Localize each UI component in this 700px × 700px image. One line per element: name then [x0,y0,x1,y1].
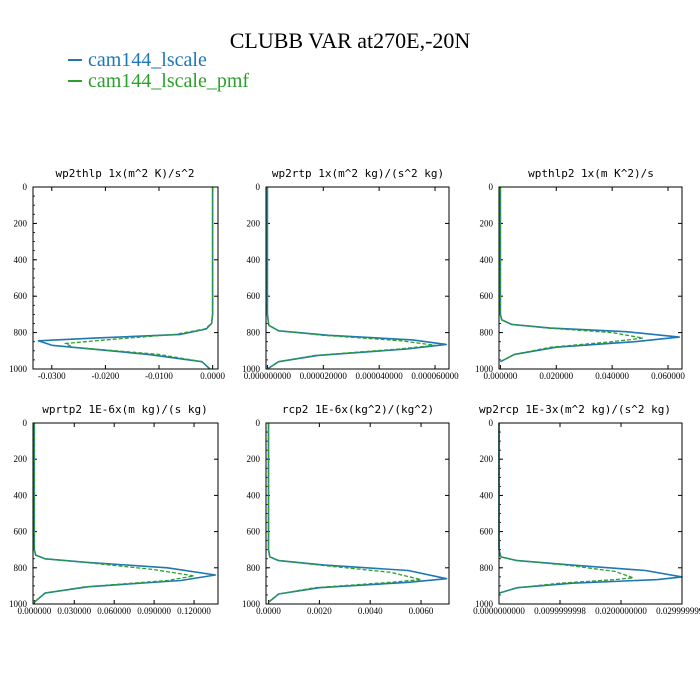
panel-5-ytick-label-1: 200 [247,454,261,464]
panel-4-ytick-label-2: 400 [14,490,28,500]
panel-3-xtick-label-0: 0.000000 [484,371,518,381]
panel-4-frame [32,422,219,605]
panel-6-ytick-label-4: 800 [480,563,494,573]
panel-3-ytick-label-0: 0 [489,182,494,192]
panel-1-ytick-label-0: 0 [23,182,28,192]
panel-3-series-lscale [499,187,681,363]
panel-2-series-lscale [266,187,448,370]
panel-5-ytick-label-5: 1000 [242,599,261,609]
figure-title: CLUBB VAR at270E,-20N [229,28,471,53]
panel-3-ytick-label-3: 600 [480,291,494,301]
panel-4-xtick-label-2: 0.060000 [97,606,131,616]
legend-item-lscale: cam144_lscale [68,50,249,71]
panel-3-xtick-label-2: 0.040000 [595,371,629,381]
panel-5-ytick-label-4: 800 [247,563,261,573]
panel-1-frame [32,186,219,370]
panel-5-frame [265,422,450,605]
panel-6-series-lscale [498,423,683,594]
panel-6-xtick-label-3: 0.0299999990 [656,606,700,616]
panel-4-series-lscale-pmf [33,423,195,603]
panel-4-ytick-label-4: 800 [14,563,28,573]
panel-1-title: wp2thlp 1x(m^2 K)/s^2 [55,167,194,180]
panel-3-frame [498,186,683,370]
panel-1-xtick-label-0: -0.0300 [38,371,66,381]
panel-2-series-lscale-pmf [266,187,436,370]
panel-2-ytick-label-5: 1000 [242,364,261,374]
panel-1-ytick-label-2: 400 [14,255,28,265]
legend-item-lscale-pmf: cam144_lscale_pmf [68,71,249,92]
panel-1-series-lscale-pmf [64,187,214,370]
panel-6-ytick-label-2: 400 [480,490,494,500]
panel-3-ytick-label-5: 1000 [475,364,494,374]
panel-3-ytick-label-1: 200 [480,218,494,228]
panel-5-xtick-label-0: 0.0000 [256,606,281,616]
panel-3-xtick-label-3: 0.060000 [651,371,685,381]
panel-4-xtick-label-0: 0.000000 [17,606,51,616]
panel-2-ytick-label-0: 0 [256,182,261,192]
panel-6-ytick-label-3: 600 [480,527,494,537]
panel-1-xtick-label-1: -0.0200 [92,371,120,381]
panel-5-ytick-label-0: 0 [256,418,261,428]
panel-5-series-lscale [267,423,448,603]
panel-6-frame [498,422,683,605]
panel-6-ytick-label-5: 1000 [475,599,494,609]
panel-2-ytick-label-3: 600 [247,291,261,301]
panel-1-xtick-label-2: -0.0100 [145,371,173,381]
panel-6-ytick-label-0: 0 [489,418,494,428]
panel-5-xtick-label-2: 0.0040 [358,606,383,616]
panel-4-ytick-label-5: 1000 [9,599,28,609]
legend: cam144_lscale cam144_lscale_pmf [68,50,249,92]
panel-2-ytick-label-1: 200 [247,218,261,228]
panel-4-xtick-label-1: 0.030000 [57,606,91,616]
legend-label-lscale-pmf: cam144_lscale_pmf [88,70,250,92]
panel-1-ytick-label-5: 1000 [9,364,28,374]
panel-1-ytick-label-1: 200 [14,218,28,228]
panel-5-ytick-label-3: 600 [247,527,261,537]
panel-5-series-lscale-pmf [267,423,422,603]
panel-4-xtick-label-4: 0.120000 [177,606,211,616]
legend-swatch-lscale [68,59,82,62]
panel-2-title: wp2rtp 1x(m^2 kg)/(s^2 kg) [272,167,444,180]
panel-6-xtick-label-2: 0.0200000000 [595,606,647,616]
panel-5-title: rcp2 1E-6x(kg^2)/(kg^2) [282,403,434,416]
panel-1-series-lscale [37,187,214,370]
panel-2-xtick-label-3: 0.000060000 [411,371,459,381]
panel-2-xtick-label-1: 0.000020000 [300,371,348,381]
panel-2-xtick-label-2: 0.000040000 [356,371,404,381]
panel-4-ytick-label-0: 0 [23,418,28,428]
legend-label-lscale: cam144_lscale [88,49,207,71]
panel-5-ytick-label-2: 400 [247,490,261,500]
panel-4-ytick-label-3: 600 [14,527,28,537]
panel-3-ytick-label-2: 400 [480,255,494,265]
panel-1-ytick-label-4: 800 [14,328,28,338]
panel-4-title: wprtp2 1E-6x(m kg)/(s kg) [42,403,208,416]
panel-6-xtick-label-1: 0.0099999998 [534,606,586,616]
panel-5-xtick-label-3: 0.0060 [409,606,434,616]
panel-3-ytick-label-4: 800 [480,328,494,338]
panel-4-series-lscale [33,423,217,603]
panel-6-ytick-label-1: 200 [480,454,494,464]
panel-3-title: wpthlp2 1x(m K^2)/s [528,167,654,180]
panel-3-xtick-label-1: 0.020000 [539,371,573,381]
panel-4-ytick-label-1: 200 [14,454,28,464]
panel-4-xtick-label-3: 0.090000 [137,606,171,616]
panel-1-ytick-label-3: 600 [14,291,28,301]
panel-1-xtick-label-3: 0.0000 [200,371,225,381]
panel-2-ytick-label-4: 800 [247,328,261,338]
panel-5-xtick-label-1: 0.0020 [307,606,332,616]
panel-3-series-lscale-pmf [499,187,644,363]
legend-swatch-lscale-pmf [68,80,82,83]
panel-2-xtick-label-0: 0.000000000 [244,371,292,381]
panel-6-xtick-label-0: 0.0000000000 [473,606,525,616]
panel-2-ytick-label-2: 400 [247,255,261,265]
panel-2-frame [265,186,450,370]
panel-6-title: wp2rcp 1E-3x(m^2 kg)/(s^2 kg) [479,403,671,416]
